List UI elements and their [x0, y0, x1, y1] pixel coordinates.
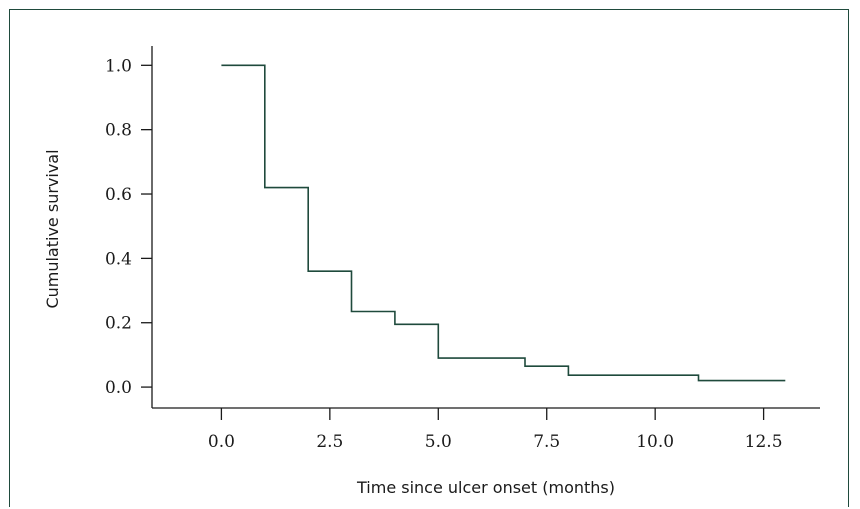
figure-frame: [9, 9, 849, 507]
x-tick-label: 12.5: [745, 432, 783, 452]
y-ticks: 0.0 0.2 0.4 0.6 0.8 1.0: [105, 56, 152, 398]
axes: [151, 46, 820, 409]
x-ticks: 0.0 2.5 5.0 7.5 10.0 12.5: [208, 408, 783, 452]
x-tick-label: 0.0: [208, 432, 235, 452]
y-tick-label: 0.4: [105, 249, 132, 269]
y-tick-label: 0.2: [105, 314, 132, 334]
x-tick-label: 10.0: [636, 432, 674, 452]
y-tick-label: 1.0: [105, 56, 132, 76]
y-axis-label: Cumulative survival: [43, 149, 62, 308]
x-tick-label: 2.5: [316, 432, 343, 452]
survival-curve-series: [221, 64, 786, 382]
x-axis-label: Time since ulcer onset (months): [356, 478, 615, 497]
x-tick-label: 7.5: [533, 432, 560, 452]
y-tick-label: 0.8: [105, 121, 132, 141]
y-tick-label: 0.6: [105, 185, 132, 205]
y-tick-label: 0.0: [105, 378, 132, 398]
x-tick-label: 5.0: [425, 432, 452, 452]
